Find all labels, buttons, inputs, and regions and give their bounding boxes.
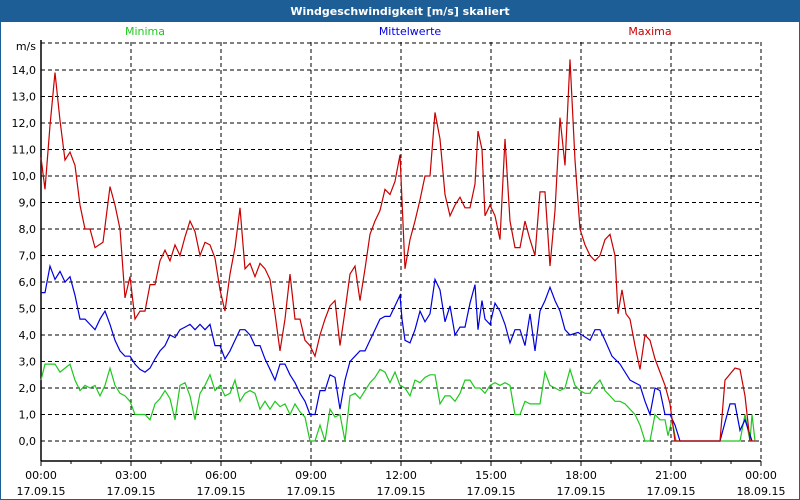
- x-tick-date: 17.09.15: [647, 485, 696, 498]
- y-tick-label: 3,0: [19, 356, 37, 369]
- x-tick-time: 21:00: [655, 469, 687, 482]
- y-tick-label: 2,0: [19, 382, 37, 395]
- series-line-minima: [40, 363, 756, 442]
- x-tick-time: 00:00: [25, 469, 57, 482]
- x-tick-date: 18.09.15: [737, 485, 786, 498]
- x-tick-date: 17.09.15: [287, 485, 336, 498]
- y-tick-label: 6,0: [19, 276, 37, 289]
- y-tick-label: 4,0: [19, 329, 37, 342]
- y-tick-label: 12,0: [12, 117, 37, 130]
- chart-title: Windgeschwindigkeit [m/s] skaliert: [1, 1, 799, 22]
- y-tick-label: 9,0: [19, 197, 37, 210]
- x-tick-time: 09:00: [295, 469, 327, 482]
- y-tick-label: 5,0: [19, 303, 37, 316]
- legend-minima: Minima: [125, 25, 165, 38]
- series-line-maxima: [40, 59, 755, 442]
- y-tick-label: 14,0: [12, 64, 37, 77]
- x-tick-date: 17.09.15: [377, 485, 426, 498]
- y-tick-label: 8,0: [19, 223, 37, 236]
- x-tick-date: 17.09.15: [467, 485, 516, 498]
- legend-mittelwerte: Mittelwerte: [379, 25, 442, 38]
- y-tick-label: 13,0: [12, 91, 37, 104]
- x-tick-date: 17.09.15: [17, 485, 66, 498]
- x-tick-time: 00:00: [745, 469, 777, 482]
- x-tick-time: 03:00: [115, 469, 147, 482]
- x-tick-time: 15:00: [475, 469, 507, 482]
- y-axis-unit-label: m/s: [16, 40, 36, 53]
- x-tick-date: 17.09.15: [107, 485, 156, 498]
- x-tick-date: 17.09.15: [197, 485, 246, 498]
- x-tick-time: 06:00: [205, 469, 237, 482]
- x-tick-time: 12:00: [385, 469, 417, 482]
- x-tick-time: 18:00: [565, 469, 597, 482]
- series-line-mittelwerte: [41, 263, 753, 442]
- y-tick-label: 1,0: [19, 409, 37, 422]
- x-tick-date: 17.09.15: [557, 485, 606, 498]
- legend-maxima: Maxima: [628, 25, 671, 38]
- y-tick-label: 10,0: [12, 170, 37, 183]
- y-tick-label: 7,0: [19, 250, 37, 263]
- y-tick-label: 11,0: [12, 144, 37, 157]
- y-tick-label: 0,0: [19, 435, 37, 448]
